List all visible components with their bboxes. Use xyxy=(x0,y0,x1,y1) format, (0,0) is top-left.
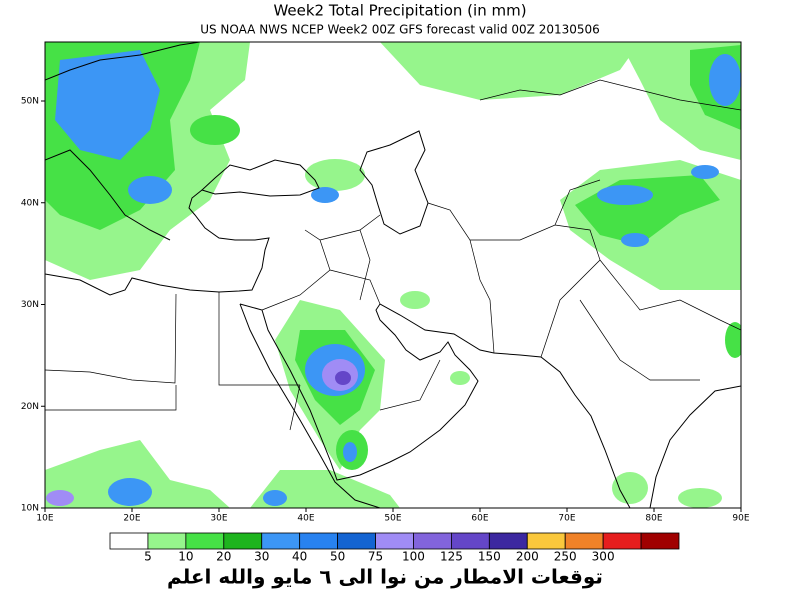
precip-field xyxy=(45,42,741,508)
lon-label: 30E xyxy=(210,514,227,524)
coastline xyxy=(239,303,381,508)
colorbar-box xyxy=(223,532,263,550)
borders xyxy=(45,79,741,431)
coastline xyxy=(45,42,201,81)
lon-label: 80E xyxy=(645,514,662,524)
precip-area xyxy=(250,470,400,508)
precip-area xyxy=(691,165,719,179)
colorbar: 5 10 20 30 40 50 75 100 125 150 200 250 300 xyxy=(109,532,680,564)
precip-area xyxy=(55,50,160,160)
colorbar-box xyxy=(450,532,490,550)
lat-label: 50N xyxy=(21,97,39,107)
colorbar-label: 300 xyxy=(592,550,615,564)
colorbar-label: 20 xyxy=(216,550,231,564)
lon-label: 20E xyxy=(123,514,140,524)
precip-area xyxy=(678,488,722,508)
lat-label: 20N xyxy=(21,402,39,412)
precip-area xyxy=(400,291,430,309)
precip-area xyxy=(45,440,230,508)
lon-label: 10E xyxy=(36,514,53,524)
colorbar-label: 30 xyxy=(254,550,269,564)
colorbar-label: 125 xyxy=(440,550,463,564)
colorbar-box xyxy=(261,532,301,550)
lat-label: 10N xyxy=(21,504,39,514)
colorbar-box xyxy=(109,532,149,550)
lon-label: 70E xyxy=(558,514,575,524)
colorbar-box xyxy=(526,532,566,550)
precip-area xyxy=(335,371,351,385)
coastline xyxy=(359,130,429,235)
colorbar-box xyxy=(375,532,414,550)
lon-label: 90E xyxy=(732,514,749,524)
coastlines xyxy=(45,42,741,508)
precip-area xyxy=(128,176,172,204)
lon-label: 60E xyxy=(471,514,488,524)
precip-area xyxy=(621,233,649,247)
colorbar-box xyxy=(147,532,187,550)
colorbar-box xyxy=(640,532,680,550)
precip-area xyxy=(450,371,470,385)
colorbar-box xyxy=(602,532,642,550)
caption: توقعات الامطار من نوا الى ٦ مايو والله ا… xyxy=(167,565,603,589)
coastline xyxy=(649,385,741,508)
colorbar-label: 150 xyxy=(478,550,501,564)
lon-label: 40E xyxy=(297,514,314,524)
precip-area xyxy=(311,187,339,203)
colorbar-box xyxy=(564,532,604,550)
precip-area xyxy=(725,322,741,358)
colorbar-box xyxy=(299,532,338,550)
colorbar-box xyxy=(413,532,452,550)
colorbar-label: 40 xyxy=(292,550,307,564)
precip-area xyxy=(46,490,74,506)
lon-label: 50E xyxy=(384,514,401,524)
border xyxy=(45,79,741,431)
colorbar-label: 50 xyxy=(330,550,345,564)
colorbar-label: 75 xyxy=(368,550,383,564)
precip-area xyxy=(343,442,357,462)
colorbar-box xyxy=(185,532,225,550)
precip-area xyxy=(612,472,648,504)
lat-label: 40N xyxy=(21,198,39,208)
coastline xyxy=(201,159,320,197)
coastline xyxy=(239,303,631,508)
precip-area xyxy=(108,478,152,506)
precip-area xyxy=(380,42,640,100)
map-title: Week2 Total Precipitation (in mm) xyxy=(273,2,526,20)
coastline xyxy=(45,149,171,241)
colorbar-label: 200 xyxy=(516,550,539,564)
precip-area xyxy=(190,115,240,145)
colorbar-label: 250 xyxy=(554,550,577,564)
colorbar-box xyxy=(488,532,528,550)
colorbar-label: 5 xyxy=(144,550,152,564)
map-subtitle: US NOAA NWS NCEP Week2 00Z GFS forecast … xyxy=(200,23,600,37)
precip-area xyxy=(709,54,741,106)
coastline xyxy=(45,189,270,296)
colorbar-box xyxy=(337,532,376,550)
precip-area xyxy=(263,490,287,506)
lat-label: 30N xyxy=(21,300,39,310)
precip-area xyxy=(597,185,653,205)
precip-area xyxy=(305,159,365,191)
colorbar-label: 100 xyxy=(402,550,425,564)
colorbar-label: 10 xyxy=(178,550,193,564)
